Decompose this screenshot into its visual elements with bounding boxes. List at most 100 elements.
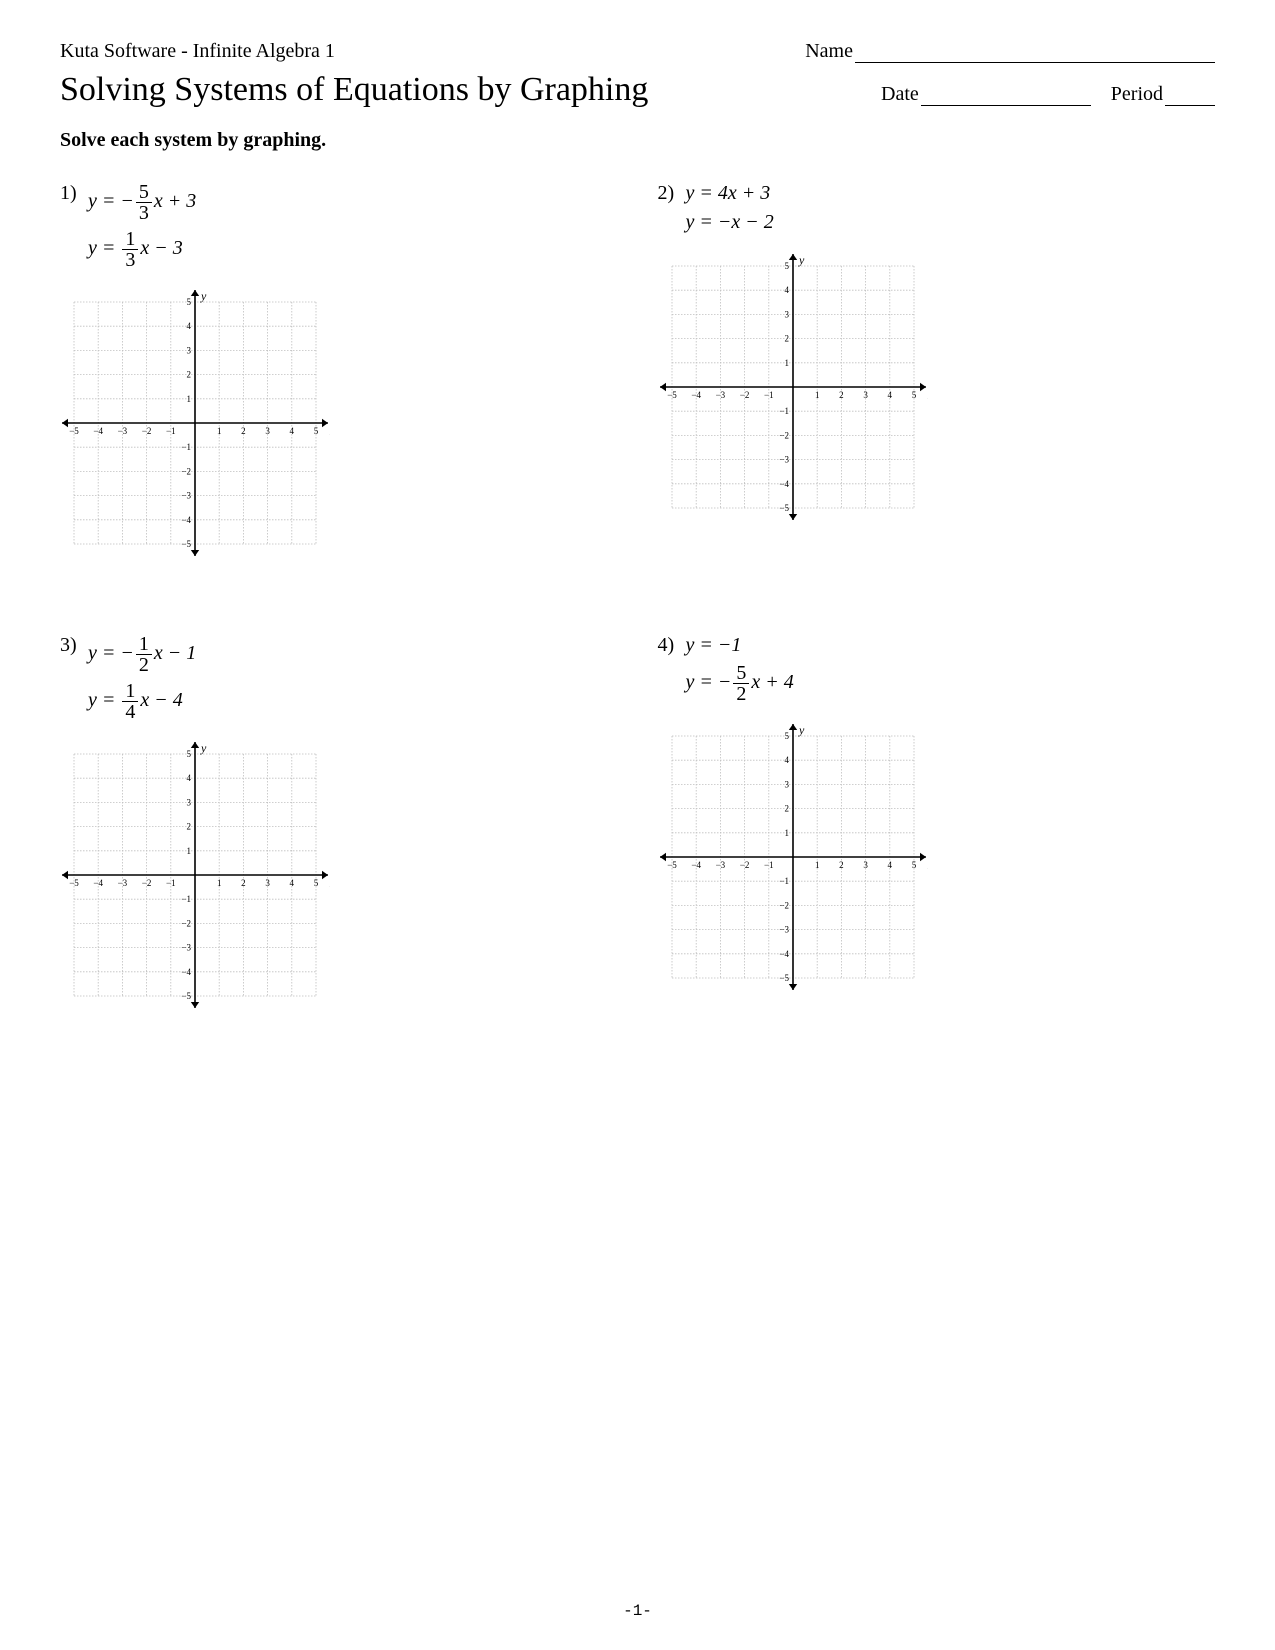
svg-text:−5: −5: [667, 390, 677, 400]
instructions: Solve each system by graphing.: [60, 129, 1215, 152]
svg-text:−1: −1: [166, 878, 176, 888]
svg-text:1: 1: [784, 828, 789, 838]
svg-text:−4: −4: [779, 949, 789, 959]
svg-text:1: 1: [814, 390, 819, 400]
svg-text:−3: −3: [779, 925, 789, 935]
svg-text:5: 5: [784, 261, 789, 271]
svg-text:−1: −1: [166, 426, 176, 436]
period-label: Period: [1111, 83, 1163, 106]
header-title-row: Solving Systems of Equations by Graphing…: [60, 71, 1215, 109]
svg-text:y: y: [798, 723, 805, 737]
date-blank[interactable]: [921, 105, 1091, 106]
svg-text:4: 4: [784, 285, 789, 295]
svg-text:4: 4: [290, 426, 295, 436]
svg-text:−2: −2: [739, 860, 749, 870]
svg-text:−2: −2: [142, 878, 152, 888]
svg-text:−5: −5: [181, 991, 191, 1001]
svg-text:−3: −3: [118, 426, 128, 436]
period-blank[interactable]: [1165, 105, 1215, 106]
svg-text:−1: −1: [779, 876, 789, 886]
svg-text:−2: −2: [779, 430, 789, 440]
svg-text:−3: −3: [715, 860, 725, 870]
graph-area: −5−4−3−2−112345−5−4−3−2−112345xy: [658, 722, 1216, 998]
svg-text:−4: −4: [779, 479, 789, 489]
name-label: Name: [805, 40, 853, 63]
problems-grid: 1) y = −53x + 3y = 13x − 3 −5−4−3−2−1123…: [60, 182, 1215, 1016]
svg-text:3: 3: [187, 797, 192, 807]
svg-text:4: 4: [187, 321, 192, 331]
svg-text:3: 3: [265, 878, 270, 888]
problem-header: 3) y = −12x − 1 y = 14x − 4: [60, 634, 618, 728]
svg-text:−5: −5: [69, 426, 79, 436]
svg-text:x: x: [329, 876, 330, 890]
svg-text:−3: −3: [181, 491, 191, 501]
equation: y = 4x + 3: [686, 182, 774, 205]
equations: y = −53x + 3y = 13x − 3: [88, 182, 196, 276]
problem-number: 3): [60, 634, 88, 728]
svg-text:y: y: [200, 289, 207, 303]
svg-text:−5: −5: [69, 878, 79, 888]
svg-text:3: 3: [863, 860, 868, 870]
svg-text:2: 2: [187, 822, 192, 832]
svg-text:2: 2: [839, 860, 844, 870]
svg-text:3: 3: [265, 426, 270, 436]
problem-header: 1) y = −53x + 3y = 13x − 3: [60, 182, 618, 276]
svg-text:−4: −4: [93, 426, 103, 436]
svg-text:1: 1: [814, 860, 819, 870]
svg-text:4: 4: [290, 878, 295, 888]
worksheet-title: Solving Systems of Equations by Graphing: [60, 71, 648, 109]
svg-text:−3: −3: [181, 943, 191, 953]
svg-text:−1: −1: [779, 406, 789, 416]
header-top: Kuta Software - Infinite Algebra 1 Name: [60, 40, 1215, 63]
svg-text:−3: −3: [118, 878, 128, 888]
svg-text:2: 2: [784, 804, 789, 814]
svg-text:5: 5: [187, 749, 192, 759]
coordinate-grid: −5−4−3−2−112345−5−4−3−2−112345xy: [60, 288, 330, 558]
graph-area: −5−4−3−2−112345−5−4−3−2−112345xy: [658, 252, 1216, 528]
graph-area: −5−4−3−2−112345−5−4−3−2−112345xy: [60, 740, 618, 1016]
svg-text:−2: −2: [739, 390, 749, 400]
coordinate-grid: −5−4−3−2−112345−5−4−3−2−112345xy: [658, 252, 928, 522]
equation: y = −1: [686, 634, 794, 657]
svg-text:1: 1: [217, 426, 222, 436]
coordinate-grid: −5−4−3−2−112345−5−4−3−2−112345xy: [658, 722, 928, 992]
date-period-fields: Date Period: [881, 83, 1215, 106]
svg-text:2: 2: [187, 370, 192, 380]
svg-text:2: 2: [241, 426, 246, 436]
svg-text:2: 2: [839, 390, 844, 400]
name-field: Name: [805, 40, 1215, 63]
svg-text:−5: −5: [667, 860, 677, 870]
equation: y = −x − 2: [686, 211, 774, 234]
svg-text:2: 2: [784, 334, 789, 344]
problem-number: 1): [60, 182, 88, 276]
svg-text:3: 3: [784, 309, 789, 319]
svg-text:−5: −5: [779, 503, 789, 513]
equation: y = −12x − 1: [88, 634, 196, 675]
svg-text:−4: −4: [691, 390, 701, 400]
svg-text:−4: −4: [181, 515, 191, 525]
svg-text:−3: −3: [715, 390, 725, 400]
svg-text:3: 3: [784, 779, 789, 789]
equation: y = 13x − 3: [88, 229, 196, 270]
svg-text:5: 5: [314, 426, 319, 436]
problem-header: 4) y = −1y = −52x + 4: [658, 634, 1216, 710]
svg-text:5: 5: [911, 390, 916, 400]
svg-text:3: 3: [187, 345, 192, 355]
svg-text:−1: −1: [181, 442, 191, 452]
svg-text:−5: −5: [181, 539, 191, 549]
problem: 4) y = −1y = −52x + 4 −5−4−3−2−112345−5−…: [658, 634, 1216, 1016]
svg-text:−1: −1: [764, 860, 774, 870]
page-number: -1-: [0, 1602, 1275, 1620]
svg-text:4: 4: [187, 773, 192, 783]
graph-area: −5−4−3−2−112345−5−4−3−2−112345xy: [60, 288, 618, 564]
svg-text:−3: −3: [779, 455, 789, 465]
svg-text:x: x: [329, 424, 330, 438]
svg-text:5: 5: [314, 878, 319, 888]
svg-text:1: 1: [217, 878, 222, 888]
name-blank[interactable]: [855, 62, 1215, 63]
svg-text:−2: −2: [181, 918, 191, 928]
equation: y = 14x − 4: [88, 681, 196, 722]
svg-text:−4: −4: [181, 967, 191, 977]
problem: 3) y = −12x − 1 y = 14x − 4 −5 −4 −3 −2 −1 1 2 3…: [60, 634, 618, 1016]
svg-text:−2: −2: [181, 466, 191, 476]
